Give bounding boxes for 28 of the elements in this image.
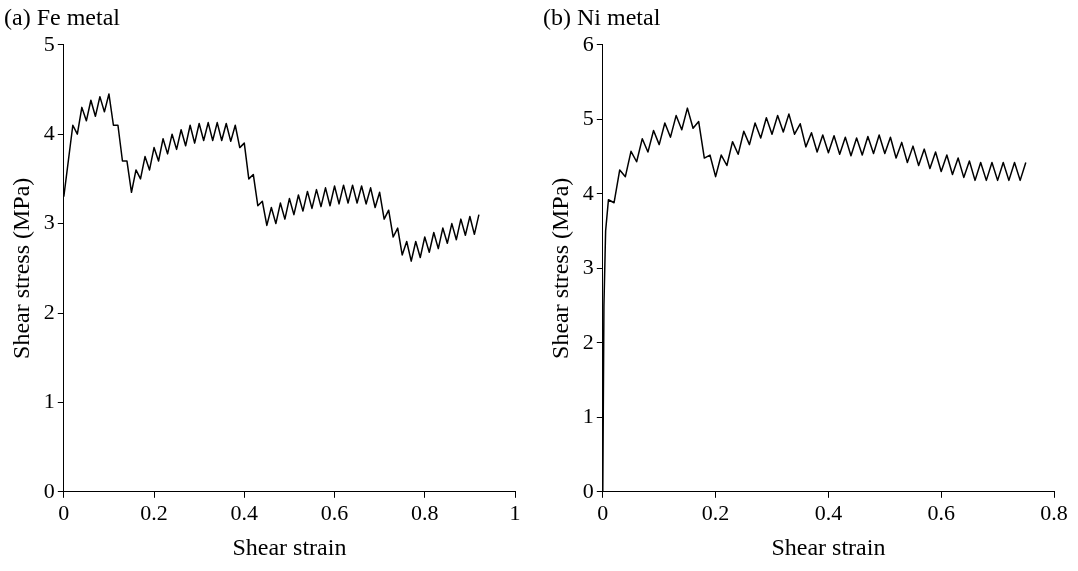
x-axis-title: Shear strain (771, 533, 886, 560)
y-tick-label: 4 (582, 179, 594, 205)
y-tick-label: 0 (43, 477, 55, 503)
y-tick-label: 1 (43, 388, 55, 414)
y-tick-label: 2 (43, 298, 55, 324)
x-tick-label: 0.2 (701, 499, 730, 525)
y-tick-label: 2 (582, 328, 594, 354)
x-tick-label: 0.8 (411, 499, 439, 525)
y-tick-label: 5 (43, 30, 55, 56)
y-tick-label: 5 (582, 105, 594, 131)
y-tick-label: 4 (43, 119, 55, 145)
x-tick-label: 0.6 (320, 499, 349, 525)
chart-title: (b) Ni metal (543, 3, 661, 30)
x-tick-label: 0.4 (814, 499, 843, 525)
y-axis-title: Shear stress (MPa) (7, 177, 34, 359)
x-tick-label: 0.6 (927, 499, 955, 525)
y-tick-label: 3 (582, 254, 594, 280)
y-tick-label: 3 (43, 209, 55, 235)
x-tick-label: 0.4 (230, 499, 259, 525)
chart-title: (a) Fe metal (4, 3, 121, 30)
y-axis-title: Shear stress (MPa) (546, 177, 573, 359)
y-tick-label: 0 (582, 477, 594, 503)
x-axis-title: Shear strain (232, 533, 347, 560)
x-tick-label: 0.8 (1040, 499, 1068, 525)
y-tick-label: 6 (582, 30, 594, 56)
x-tick-label: 1 (509, 499, 521, 525)
x-tick-label: 0.2 (140, 499, 168, 525)
y-tick-label: 1 (582, 403, 594, 429)
